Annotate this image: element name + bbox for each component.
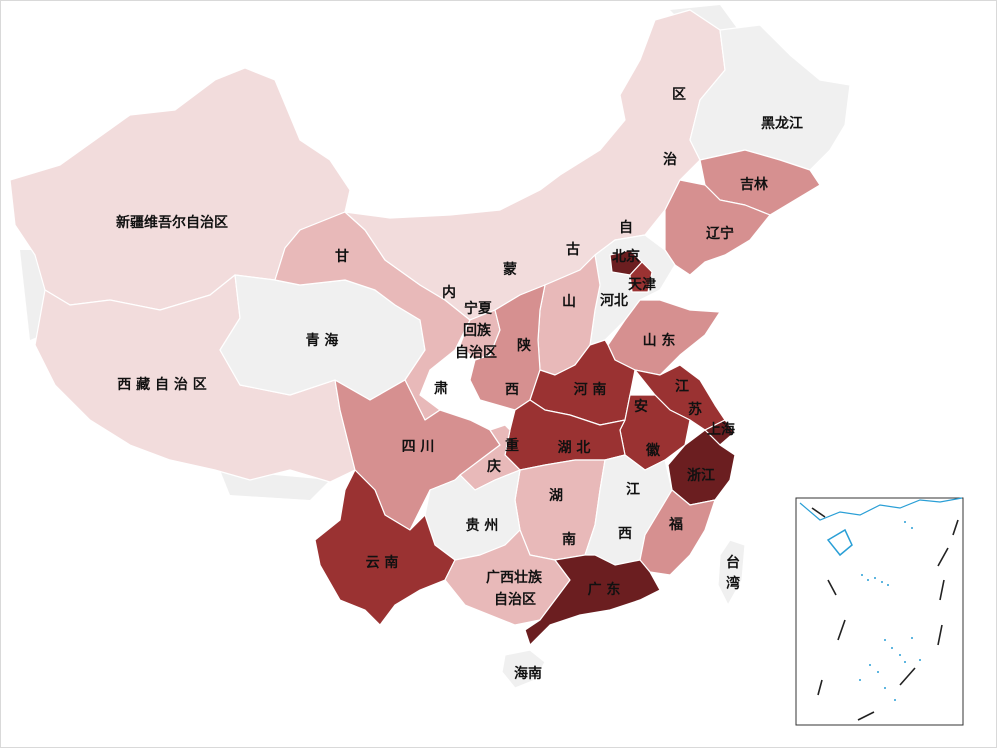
region-label-anhui-2: 徽 <box>645 442 661 459</box>
region-yunnan[interactable] <box>314 469 456 626</box>
region-label-shaanxi-2: 西 <box>505 382 519 398</box>
region-tianjin[interactable] <box>629 261 653 293</box>
region-taiwan[interactable] <box>717 539 746 606</box>
region-label-fujian: 福 <box>668 516 683 533</box>
region-label-xinjiang: 新疆维吾尔自治区 <box>116 214 228 231</box>
region-label-henan: 河 南 <box>574 381 607 398</box>
inset-hainan <box>826 528 853 557</box>
region-label-heilongjiang: 黑龙江 <box>761 115 803 132</box>
region-label-jiangsu-1: 江 <box>675 378 689 395</box>
nine-dash-2 <box>952 519 959 536</box>
nine-dash-6 <box>899 667 916 686</box>
region-label-taiwan-1: 台 <box>726 554 740 571</box>
region-label-ningxia-2: 回族 <box>463 322 492 339</box>
region-label-gansu-bottom: 肃 <box>434 380 448 397</box>
region-label-chongqing-1: 重 <box>505 437 519 454</box>
region-label-neimenggu-4: 自 <box>619 219 633 236</box>
region-label-hunan-1: 湖 <box>549 488 563 504</box>
nine-dash-5 <box>937 624 943 646</box>
region-label-ningxia-3: 自治区 <box>455 344 497 361</box>
region-label-guangxi-2: 自治区 <box>494 591 536 608</box>
region-label-liaoning: 辽宁 <box>706 225 734 242</box>
region-hainan[interactable] <box>501 649 546 689</box>
region-label-neimenggu-2: 蒙 <box>503 261 517 278</box>
region-label-xizang: 西 藏 自 治 区 <box>117 376 207 393</box>
region-label-zhejiang: 浙江 <box>687 467 715 484</box>
region-label-anhui-1: 安 <box>634 398 648 415</box>
region-label-yunnan: 云 南 <box>366 554 399 571</box>
region-label-jiangxi-1: 江 <box>626 481 640 498</box>
nine-dash-3 <box>937 547 949 567</box>
region-label-hebei: 河北 <box>600 292 628 309</box>
region-label-guizhou: 贵 州 <box>466 517 499 534</box>
inset-coastline <box>799 497 963 521</box>
inset-frame <box>795 497 964 726</box>
nine-dash-10 <box>827 579 837 596</box>
region-label-ningxia-1: 宁夏 <box>464 300 493 317</box>
region-guangdong[interactable] <box>524 554 661 646</box>
nine-dash-8 <box>837 619 846 641</box>
region-label-beijing: 北京 <box>612 248 640 265</box>
region-label-tianjin: 天津 <box>628 276 656 293</box>
region-label-neimenggu-6: 区 <box>672 87 686 103</box>
region-label-shaanxi-1: 陕 <box>517 337 531 354</box>
nine-dash-1 <box>811 507 826 518</box>
region-label-qinghai: 青 海 <box>306 332 339 349</box>
nine-dash-7 <box>857 711 875 721</box>
inset-islands <box>859 521 921 701</box>
region-label-taiwan-2: 湾 <box>726 575 740 592</box>
region-label-neimenggu-3: 古 <box>566 241 580 258</box>
region-zhejiang[interactable] <box>667 429 736 506</box>
region-label-neimenggu-5: 治 <box>663 151 677 168</box>
nine-dash-4 <box>939 579 945 601</box>
region-fujian[interactable] <box>639 489 716 576</box>
region-label-chongqing-2: 庆 <box>487 458 501 475</box>
region-label-jiangxi-2: 西 <box>618 526 632 542</box>
region-label-hubei: 湖 北 <box>558 440 591 456</box>
south-china-sea-inset <box>795 497 964 726</box>
region-label-jilin: 吉林 <box>740 176 768 193</box>
region-label-shandong: 山 东 <box>643 332 676 349</box>
region-label-neimenggu-1: 内 <box>442 284 456 301</box>
region-label-hunan-2: 南 <box>562 531 576 548</box>
region-label-shanxi: 山 <box>562 294 576 310</box>
region-label-shanghai: 上海 <box>707 421 735 438</box>
region-label-sichuan: 四 川 <box>402 439 435 455</box>
nine-dash-9 <box>817 679 823 696</box>
region-label-hainan: 海南 <box>514 665 542 682</box>
region-label-guangxi-1: 广西壮族 <box>486 569 543 586</box>
region-label-jiangsu-2: 苏 <box>688 401 702 418</box>
region-label-guangdong: 广 东 <box>588 581 621 598</box>
region-label-gansu-top: 甘 <box>335 248 349 265</box>
